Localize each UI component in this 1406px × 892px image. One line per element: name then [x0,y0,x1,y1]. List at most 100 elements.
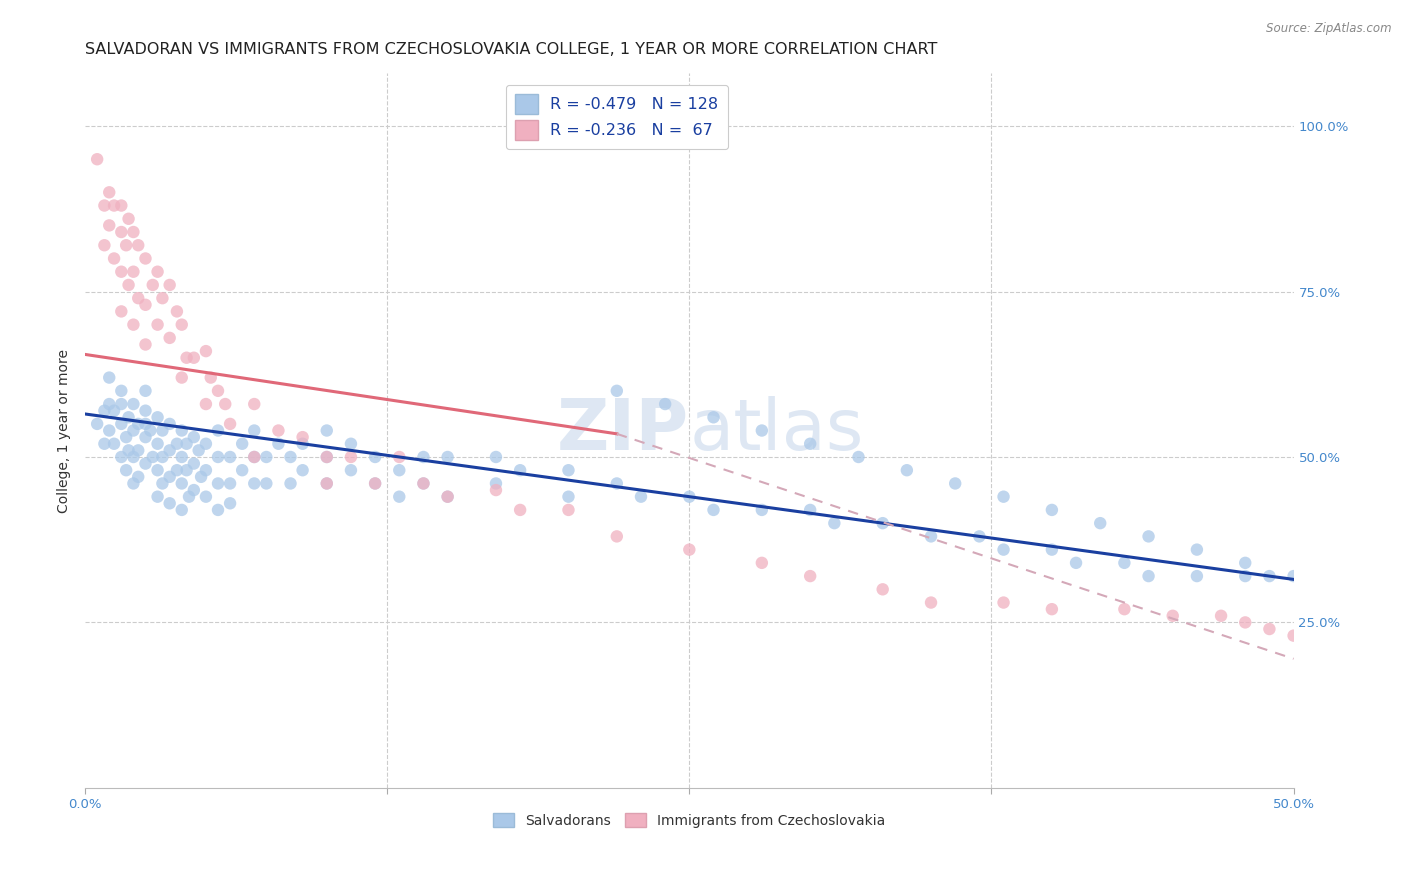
Point [606,529,628,543]
Point [93,238,115,252]
Point [557,490,579,504]
Point [93,198,115,212]
Point [751,424,773,438]
Point [630,490,652,504]
Point [920,529,942,543]
Point [1234,569,1257,583]
Point [200,370,222,384]
Point [751,556,773,570]
Y-axis label: College, 1 year or more: College, 1 year or more [58,349,72,513]
Point [134,252,156,266]
Point [219,496,242,510]
Text: Source: ZipAtlas.com: Source: ZipAtlas.com [1267,22,1392,36]
Point [751,503,773,517]
Point [134,384,156,398]
Point [177,490,200,504]
Point [1282,629,1305,643]
Point [1282,569,1305,583]
Point [170,318,193,332]
Point [194,463,217,477]
Point [267,424,290,438]
Point [1040,542,1063,557]
Point [93,436,115,450]
Point [134,417,156,431]
Point [110,397,132,411]
Point [207,450,229,464]
Point [280,450,302,464]
Point [315,450,337,464]
Point [183,430,205,444]
Point [219,476,242,491]
Point [340,436,363,450]
Point [388,490,411,504]
Point [159,331,181,345]
Point [159,277,181,292]
Point [170,370,193,384]
Point [176,351,198,365]
Point [159,496,181,510]
Point [207,384,229,398]
Point [176,463,198,477]
Point [194,344,217,359]
Point [194,490,217,504]
Point [166,463,188,477]
Point [1161,608,1184,623]
Point [799,569,821,583]
Point [485,450,508,464]
Point [485,483,508,497]
Point [146,436,169,450]
Point [152,450,174,464]
Point [127,443,149,458]
Point [291,463,314,477]
Point [122,318,145,332]
Point [823,516,845,530]
Point [122,424,145,438]
Point [187,443,209,458]
Point [103,436,125,450]
Point [1040,503,1063,517]
Point [243,397,266,411]
Point [159,417,181,431]
Point [364,450,387,464]
Point [159,443,181,458]
Point [436,490,458,504]
Point [110,198,132,212]
Point [943,476,966,491]
Point [848,450,870,464]
Point [183,483,205,497]
Point [1114,556,1136,570]
Point [190,470,212,484]
Point [1185,569,1208,583]
Point [134,430,156,444]
Point [146,490,169,504]
Point [122,450,145,464]
Point [993,542,1015,557]
Point [969,529,991,543]
Point [93,403,115,417]
Point [146,463,169,477]
Point [799,503,821,517]
Point [115,430,138,444]
Point [364,476,387,491]
Point [993,490,1015,504]
Point [340,450,363,464]
Legend: Salvadorans, Immigrants from Czechoslovakia: Salvadorans, Immigrants from Czechoslova… [486,805,893,835]
Point [110,225,132,239]
Point [139,424,162,438]
Point [219,450,242,464]
Point [412,450,434,464]
Point [98,424,121,438]
Point [1258,569,1281,583]
Point [166,304,188,318]
Point [152,476,174,491]
Point [110,450,132,464]
Point [117,443,139,458]
Point [134,337,156,351]
Text: atlas: atlas [689,396,863,465]
Point [920,596,942,610]
Point [166,436,188,450]
Point [606,384,628,398]
Point [280,476,302,491]
Point [231,463,253,477]
Point [1064,556,1087,570]
